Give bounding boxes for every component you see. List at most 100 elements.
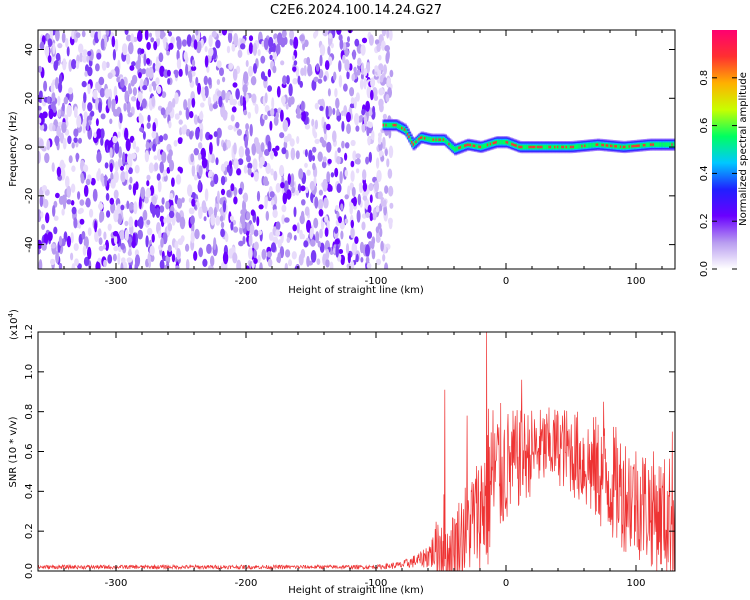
noise-cell — [109, 162, 114, 173]
noise-cell — [220, 163, 226, 172]
noise-cell — [124, 30, 129, 35]
noise-cell — [372, 208, 377, 221]
noise-cell — [144, 196, 149, 204]
noise-cell — [354, 158, 360, 165]
noise-cell — [238, 187, 243, 195]
noise-cell — [307, 63, 313, 77]
noise-cell — [341, 120, 345, 132]
noise-cell — [222, 76, 226, 83]
noise-cell — [271, 97, 275, 110]
noise-cell — [66, 104, 72, 117]
noise-cell — [175, 174, 182, 185]
noise-cell — [293, 234, 297, 241]
noise-cell — [119, 229, 125, 241]
noise-cell — [114, 161, 119, 172]
noise-cell — [155, 56, 159, 68]
noise-cell — [124, 170, 129, 180]
noise-cell — [46, 96, 51, 104]
noise-cell — [120, 171, 126, 183]
noise-cell — [213, 131, 218, 138]
noise-cell — [334, 167, 339, 178]
noise-cell — [130, 79, 135, 87]
noise-cell — [386, 30, 390, 39]
noise-cell — [356, 209, 361, 223]
noise-cell — [128, 167, 133, 175]
noise-cell — [73, 217, 78, 229]
noise-cell — [219, 67, 224, 76]
noise-cell — [94, 220, 98, 233]
chart-title: C2E6.2024.100.14.24.G27 — [270, 3, 442, 18]
noise-cell — [222, 200, 227, 213]
noise-cell — [344, 142, 350, 149]
noise-cell — [71, 165, 76, 172]
noise-cell — [296, 113, 302, 119]
noise-cell — [344, 152, 348, 161]
noise-cell — [350, 160, 355, 168]
noise-cell — [90, 110, 95, 117]
noise-cell — [377, 135, 382, 145]
noise-cell — [247, 162, 253, 170]
noise-cell — [174, 92, 179, 105]
noise-cell — [185, 107, 190, 120]
noise-cell — [130, 96, 137, 102]
noise-cell — [247, 111, 252, 119]
noise-cell — [233, 196, 238, 205]
noise-cell — [264, 92, 268, 104]
noise-cell — [326, 171, 331, 183]
noise-cell — [387, 168, 393, 179]
noise-cell — [289, 30, 295, 40]
noise-cell — [188, 72, 193, 84]
noise-cell — [288, 83, 293, 97]
noise-cell — [95, 81, 100, 91]
noise-cell — [190, 230, 195, 244]
noise-cell — [83, 92, 87, 104]
noise-cell — [204, 46, 208, 53]
noise-cell — [335, 97, 340, 109]
noise-cell — [70, 232, 74, 244]
noise-cell — [279, 164, 285, 177]
noise-cell — [211, 30, 217, 38]
noise-cell — [77, 209, 83, 215]
noise-cell — [113, 170, 119, 183]
noise-cell — [175, 36, 181, 42]
noise-cell — [280, 182, 285, 189]
noise-cell — [236, 128, 242, 136]
noise-cell — [301, 199, 306, 206]
noise-cell — [179, 167, 184, 174]
x-tick-label: 0 — [503, 578, 509, 589]
noise-cell — [269, 191, 275, 198]
noise-cell — [304, 149, 308, 158]
noise-cell — [378, 98, 384, 108]
noise-cell — [143, 53, 147, 67]
noise-cell — [50, 258, 56, 266]
noise-cell — [287, 259, 293, 267]
noise-cell — [140, 186, 146, 200]
noise-cell — [227, 30, 234, 34]
noise-cell — [191, 198, 196, 207]
noise-cell — [176, 248, 181, 260]
noise-cell — [109, 197, 115, 205]
noise-cell — [319, 228, 323, 239]
noise-cell — [203, 75, 208, 86]
noise-cell — [367, 136, 371, 146]
noise-cell — [160, 237, 164, 248]
noise-cell — [168, 31, 172, 37]
noise-cell — [372, 105, 376, 115]
noise-cell — [329, 185, 333, 192]
noise-cell — [233, 226, 239, 233]
noise-cell — [306, 219, 312, 233]
noise-cell — [360, 44, 366, 56]
noise-cell — [314, 138, 320, 144]
noise-cell — [308, 149, 313, 162]
noise-cell — [75, 32, 81, 38]
noise-cell — [155, 30, 161, 39]
noise-cell — [245, 265, 250, 269]
noise-cell — [273, 170, 278, 181]
noise-cell — [148, 102, 152, 108]
noise-cell — [66, 46, 70, 57]
noise-cell — [209, 103, 214, 112]
noise-cell — [163, 217, 167, 224]
noise-cell — [249, 223, 255, 235]
noise-cell — [273, 150, 278, 157]
